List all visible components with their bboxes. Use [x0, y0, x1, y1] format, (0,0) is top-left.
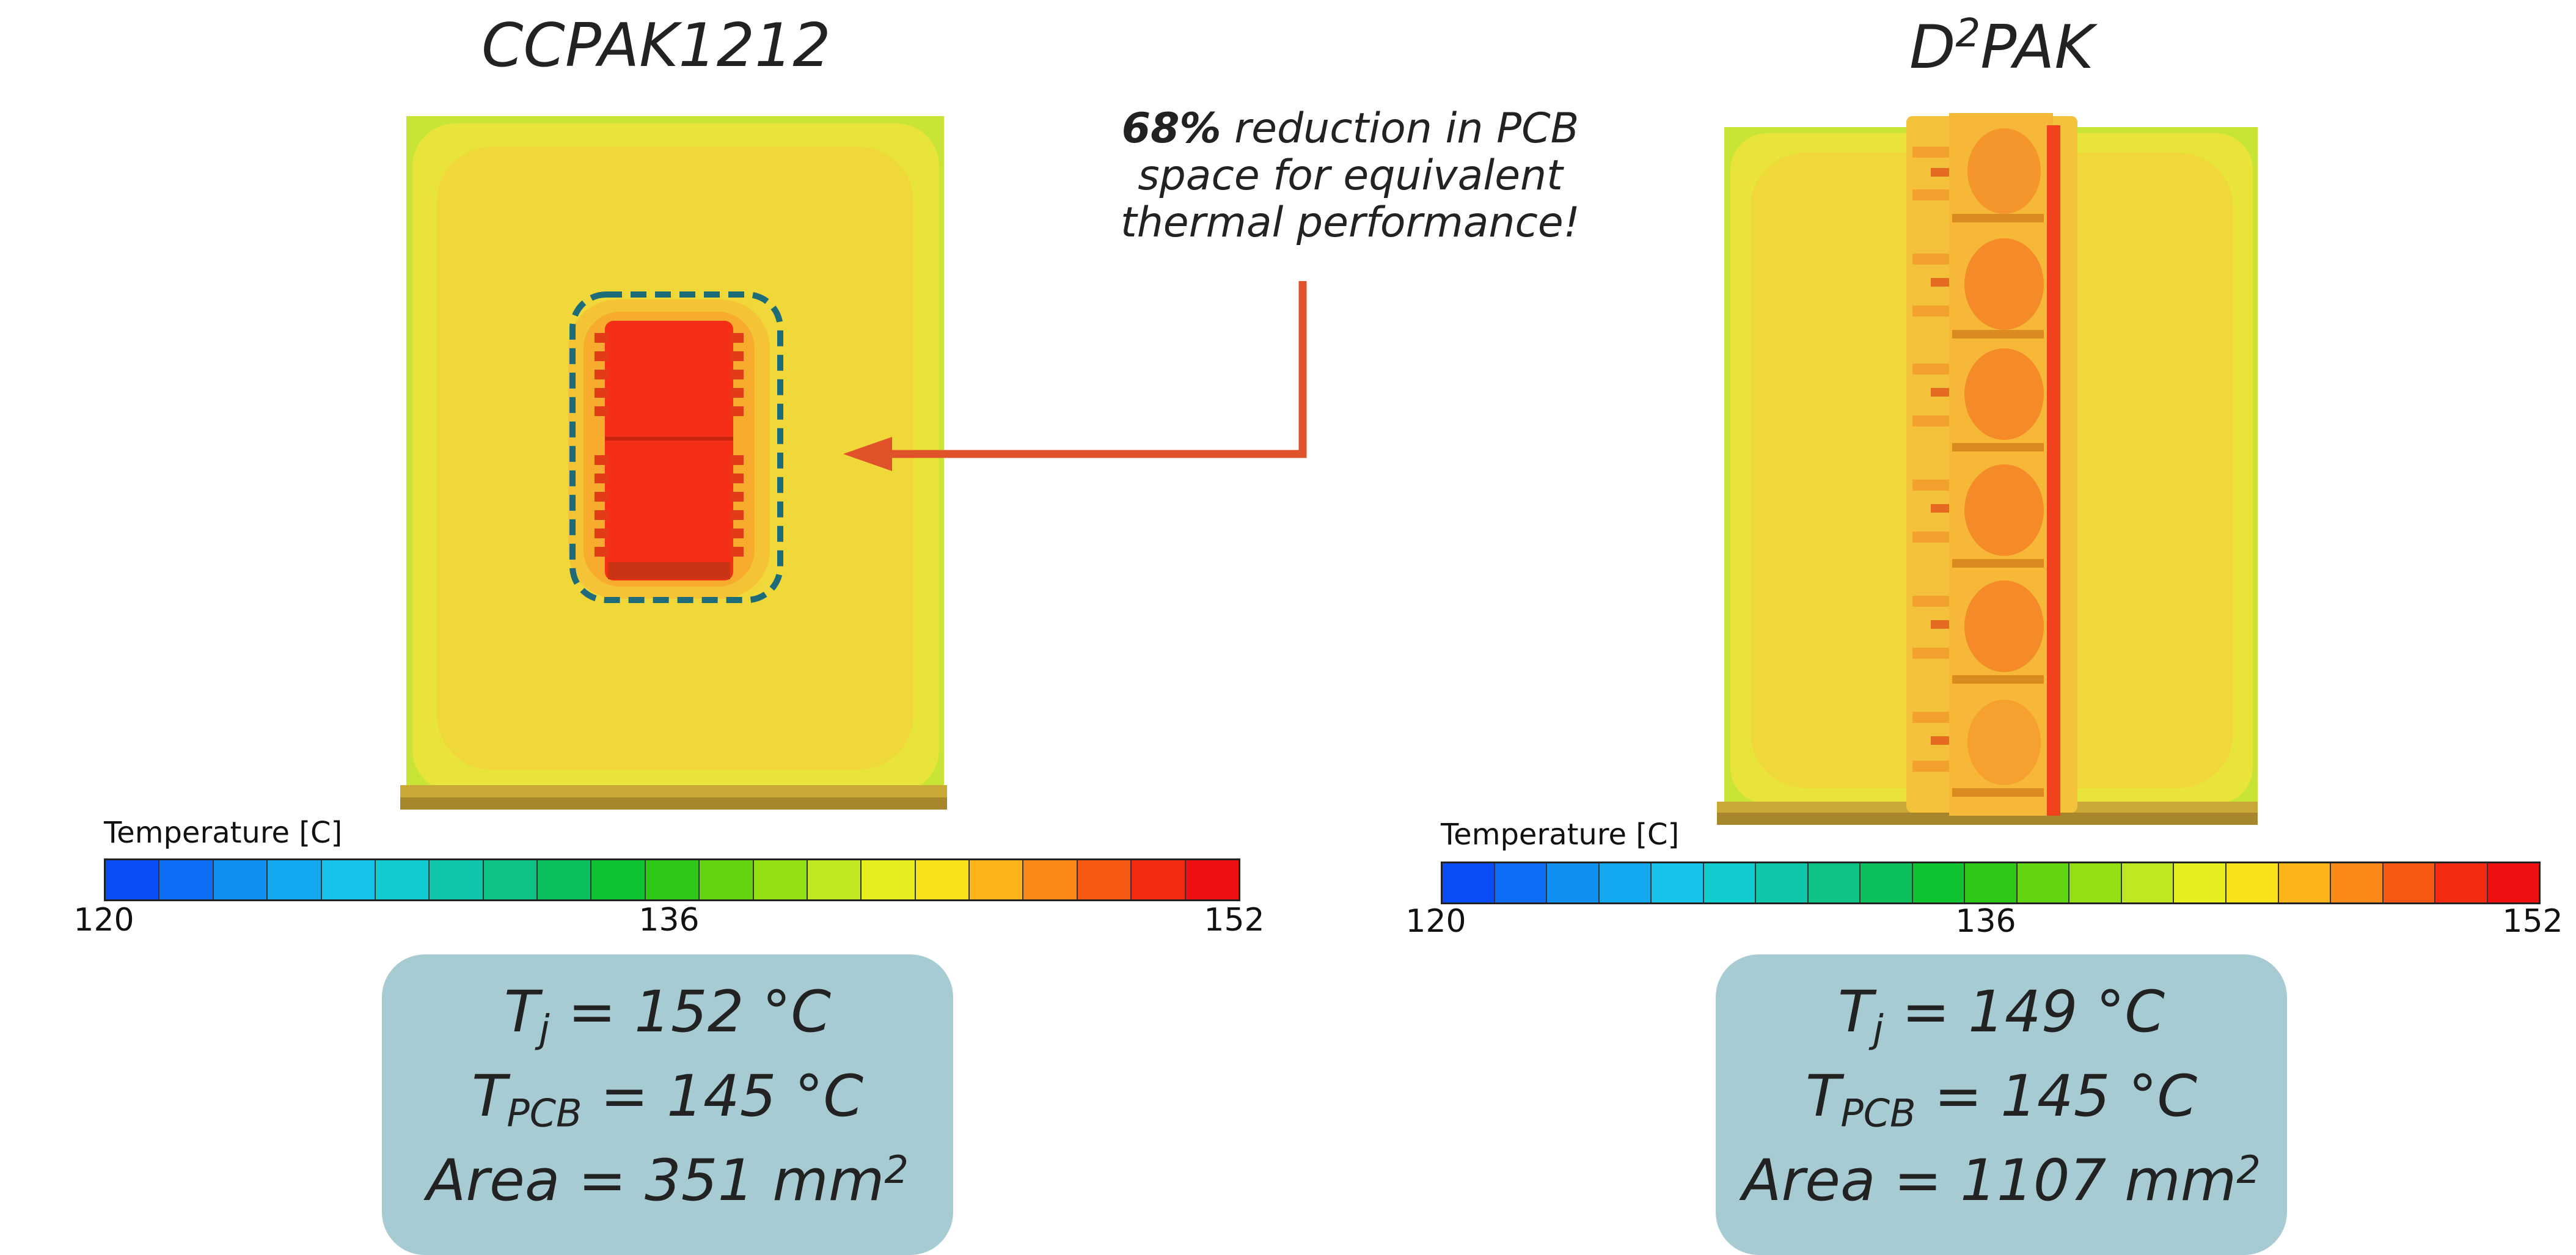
- package-leads-left: [595, 333, 608, 557]
- colorbar-segment: [1703, 863, 1757, 902]
- ccpak-package: [595, 321, 744, 580]
- hot-tab-rail: [2047, 125, 2060, 816]
- colorbar-right: [1441, 862, 2541, 904]
- colorbar-segment: [970, 860, 1024, 899]
- callout-arrow: [843, 281, 1307, 471]
- colorbar-segment: [1756, 863, 1809, 902]
- colorbar-segment: [375, 860, 430, 899]
- d2pak-thermal-map: [1717, 113, 2258, 825]
- colorbar-left: [104, 858, 1240, 901]
- colorbar-right-mid: 136: [1955, 903, 2016, 940]
- colorbar-segment: [2226, 863, 2279, 902]
- colorbar-segment: [2435, 863, 2488, 902]
- d2pak-area: Area = 1107 mm2: [1742, 1147, 2261, 1214]
- colorbar-segment: [2331, 863, 2384, 902]
- colorbar-segment: [1912, 863, 1966, 902]
- arrow-head: [843, 437, 892, 471]
- callout-percent: 68%: [1121, 104, 1221, 153]
- d2pak-tpcb: TPCB = 145 °C: [1805, 1063, 2198, 1136]
- colorbar-segment: [1443, 863, 1495, 902]
- colorbar-segment: [1495, 863, 1548, 902]
- colorbar-segment: [430, 860, 484, 899]
- ccpak-area: Area = 351 mm2: [426, 1147, 909, 1214]
- colorbar-left-max: 152: [1204, 902, 1265, 939]
- colorbar-segment: [2017, 863, 2070, 902]
- d2pak-tj: Tj = 149 °C: [1837, 979, 2165, 1052]
- package-bottom-tab: [608, 562, 730, 579]
- arrow-line: [892, 281, 1307, 458]
- colorbar-segment: [1808, 863, 1861, 902]
- d2pak-package-5: [1912, 580, 2044, 684]
- ccpak-thermal-map: [400, 116, 947, 810]
- colorbar-segment: [159, 860, 214, 899]
- colorbar-segment: [483, 860, 538, 899]
- ccpak-tpcb: TPCB = 145 °C: [471, 1063, 864, 1136]
- colorbar-segment: [1652, 863, 1704, 902]
- colorbar-segment: [2278, 863, 2332, 902]
- colorbar-segment: [1861, 863, 1913, 902]
- colorbar-segment: [2487, 863, 2539, 902]
- colorbar-segment: [1077, 860, 1132, 899]
- colorbar-segment: [1965, 863, 2018, 902]
- colorbar-segment: [2383, 863, 2436, 902]
- package-leads-right: [730, 333, 744, 557]
- colorbar-segment: [700, 860, 754, 899]
- colorbar-label-right: Temperature [C]: [1441, 818, 1680, 852]
- colorbar-segment: [591, 860, 646, 899]
- colorbar-left-min: 120: [73, 902, 134, 939]
- colorbar-segment: [2069, 863, 2122, 902]
- colorbar-segment: [753, 860, 808, 899]
- colorbar-right-min: 120: [1405, 903, 1466, 940]
- colorbar-segment: [1023, 860, 1078, 899]
- colorbar-right-max: 152: [2502, 903, 2563, 940]
- d2pak-package-6: [1912, 700, 2044, 797]
- ccpak-tj: Tj = 152 °C: [503, 979, 832, 1052]
- colorbar-segment: [321, 860, 376, 899]
- colorbar-segment: [213, 860, 268, 899]
- colorbar-segment: [1599, 863, 1652, 902]
- colorbar-segment: [2174, 863, 2227, 902]
- colorbar-segment: [915, 860, 970, 899]
- d2pak-package-4: [1912, 464, 2044, 568]
- colorbar-segment: [106, 860, 160, 899]
- d2pak-title: D2PAK: [1909, 11, 2094, 83]
- colorbar-segment: [1547, 863, 1600, 902]
- colorbar-left-mid: 136: [639, 902, 700, 939]
- d2pak-stack: [1912, 113, 2060, 816]
- colorbar-segment: [645, 860, 700, 899]
- colorbar-segment: [538, 860, 592, 899]
- colorbar-segment: [268, 860, 322, 899]
- d2pak-package-1: [1912, 128, 2044, 222]
- package-body: [605, 321, 733, 580]
- colorbar-segment: [1185, 860, 1239, 899]
- pcb-bottom-shadow: [1717, 813, 2258, 825]
- colorbar-segment: [2121, 863, 2175, 902]
- d2pak-results-box: Tj = 149 °C TPCB = 145 °C Area = 1107 mm…: [1716, 954, 2287, 1255]
- colorbar-segment: [1132, 860, 1186, 899]
- ccpak-title: CCPAK1212: [481, 11, 831, 81]
- footprint-outline: [569, 291, 783, 603]
- colorbar-label-left: Temperature [C]: [104, 816, 343, 850]
- pcb-bottom-shadow: [400, 797, 947, 810]
- colorbar-segment: [807, 860, 862, 899]
- callout-text: 68% reduction in PCB space for equivalen…: [1121, 104, 1580, 247]
- colorbar-segment: [862, 860, 916, 899]
- ccpak-results-box: Tj = 152 °C TPCB = 145 °C Area = 351 mm2: [382, 954, 953, 1255]
- d2pak-package-2: [1912, 238, 2044, 338]
- d2pak-package-3: [1912, 348, 2044, 452]
- package-rail: [1949, 113, 2050, 816]
